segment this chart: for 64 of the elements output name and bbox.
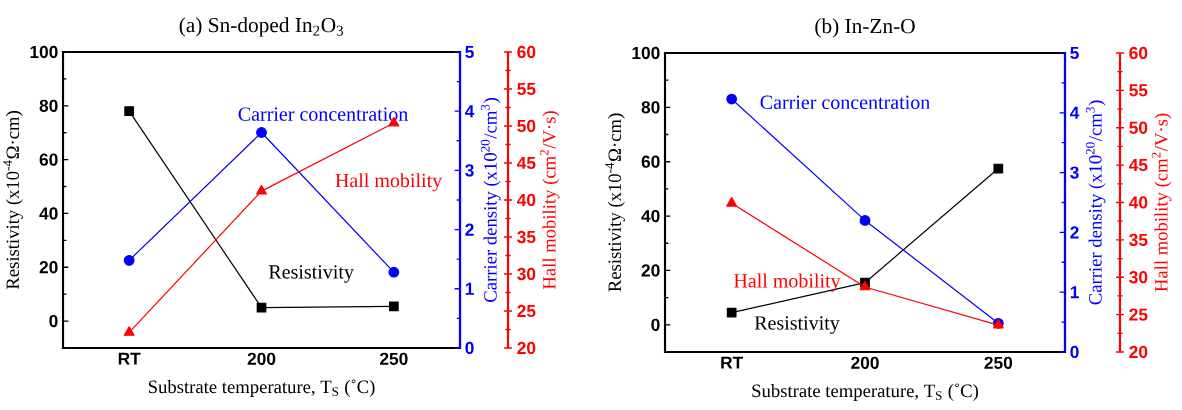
y3-tick-label: 45: [1128, 159, 1148, 172]
series-label: Resistivity: [268, 265, 354, 283]
y3-tick-label: 25: [517, 304, 536, 318]
y-tick-label: 0: [651, 318, 660, 331]
y3-tick-label: 20: [517, 341, 536, 355]
y2-tick-label: 5: [465, 45, 474, 59]
series-label: Carrier concentration: [760, 95, 930, 110]
y2-tick-label: 4: [464, 105, 475, 118]
y-tick-label: 60: [641, 155, 660, 168]
y-tick-label: 100: [632, 46, 660, 60]
y2-tick-label: 1: [1070, 286, 1079, 299]
x-tick-label: RT: [721, 356, 744, 369]
y-axis-title: Resistivity (x10$^{-4}$Ω·cm): [605, 113, 625, 292]
y-tick-label: 20: [641, 264, 660, 277]
x-tick-label: 250: [379, 352, 408, 365]
y-tick-label: 80: [39, 99, 58, 112]
chart-title: (a) Sn-doped In$_{2}$O$_{3}$: [179, 17, 344, 37]
y-tick-label: 40: [641, 209, 660, 223]
x-axis-title: Substrate temperature, T$_{S}$ (˚C): [752, 383, 979, 401]
y-axis-title: Resistivity (x10$^{-4}$Ω·cm): [3, 111, 23, 290]
x-tick-label: 200: [247, 352, 276, 365]
y3-tick-label: 40: [516, 193, 536, 207]
y3-tick-label: 60: [1129, 46, 1148, 60]
y2-tick-label: 5: [1070, 46, 1079, 60]
y2-tick-label: 0: [1070, 345, 1079, 359]
y-tick-label: 100: [30, 45, 58, 59]
y3-tick-label: 35: [1129, 233, 1148, 247]
x-tick-label: 200: [851, 356, 879, 369]
series-label: Resistivity: [754, 316, 840, 334]
y3-axis-title: Hall mobility (cm$^{2}$/V·s): [539, 111, 560, 290]
y-tick-label: 20: [39, 261, 58, 274]
y3-tick-label: 50: [517, 119, 536, 133]
y2-tick-label: 3: [465, 164, 474, 177]
series-label: Hall mobility: [733, 273, 841, 292]
chart-title: (b) In-Zn-O: [815, 18, 915, 38]
y3-tick-label: 45: [516, 156, 536, 170]
y-tick-label: 60: [39, 153, 58, 166]
y3-tick-label: 30: [517, 267, 536, 281]
y2-axis-title: Carrier density (x10$^{20}$/cm$^{3}$): [1085, 100, 1106, 305]
y3-tick-label: 30: [1129, 271, 1148, 284]
y3-tick-label: 25: [1129, 308, 1148, 321]
y2-tick-label: 0: [465, 341, 474, 355]
y2-tick-label: 3: [1070, 166, 1079, 179]
y3-tick-label: 20: [1129, 345, 1148, 359]
x-axis-title: Substrate temperature, T$_{S}$ (˚C): [148, 379, 375, 397]
y3-tick-label: 60: [517, 45, 536, 59]
series-label: Hall mobility: [335, 173, 443, 192]
y3-axis-title: Hall mobility (cm$^{2}$/V·s): [1151, 113, 1172, 292]
y2-axis-title: Carrier density (x10$^{20}$/cm$^{3}$): [480, 98, 501, 302]
x-tick-label: RT: [118, 352, 141, 365]
y3-tick-label: 55: [517, 82, 536, 96]
series-label: Carrier concentration: [238, 107, 409, 121]
y-tick-label: 40: [39, 207, 58, 220]
y3-tick-label: 55: [1129, 84, 1148, 97]
y2-tick-label: 2: [465, 223, 474, 236]
y2-tick-label: 4: [1069, 106, 1080, 119]
y2-tick-label: 1: [465, 282, 474, 295]
y-tick-label: 80: [641, 101, 660, 114]
y3-tick-label: 50: [1129, 121, 1148, 134]
y3-tick-label: 35: [517, 230, 536, 244]
y-tick-label: 0: [49, 314, 58, 328]
x-tick-label: 250: [984, 356, 1013, 369]
y3-tick-label: 40: [1128, 196, 1148, 209]
y2-tick-label: 2: [1070, 226, 1079, 239]
